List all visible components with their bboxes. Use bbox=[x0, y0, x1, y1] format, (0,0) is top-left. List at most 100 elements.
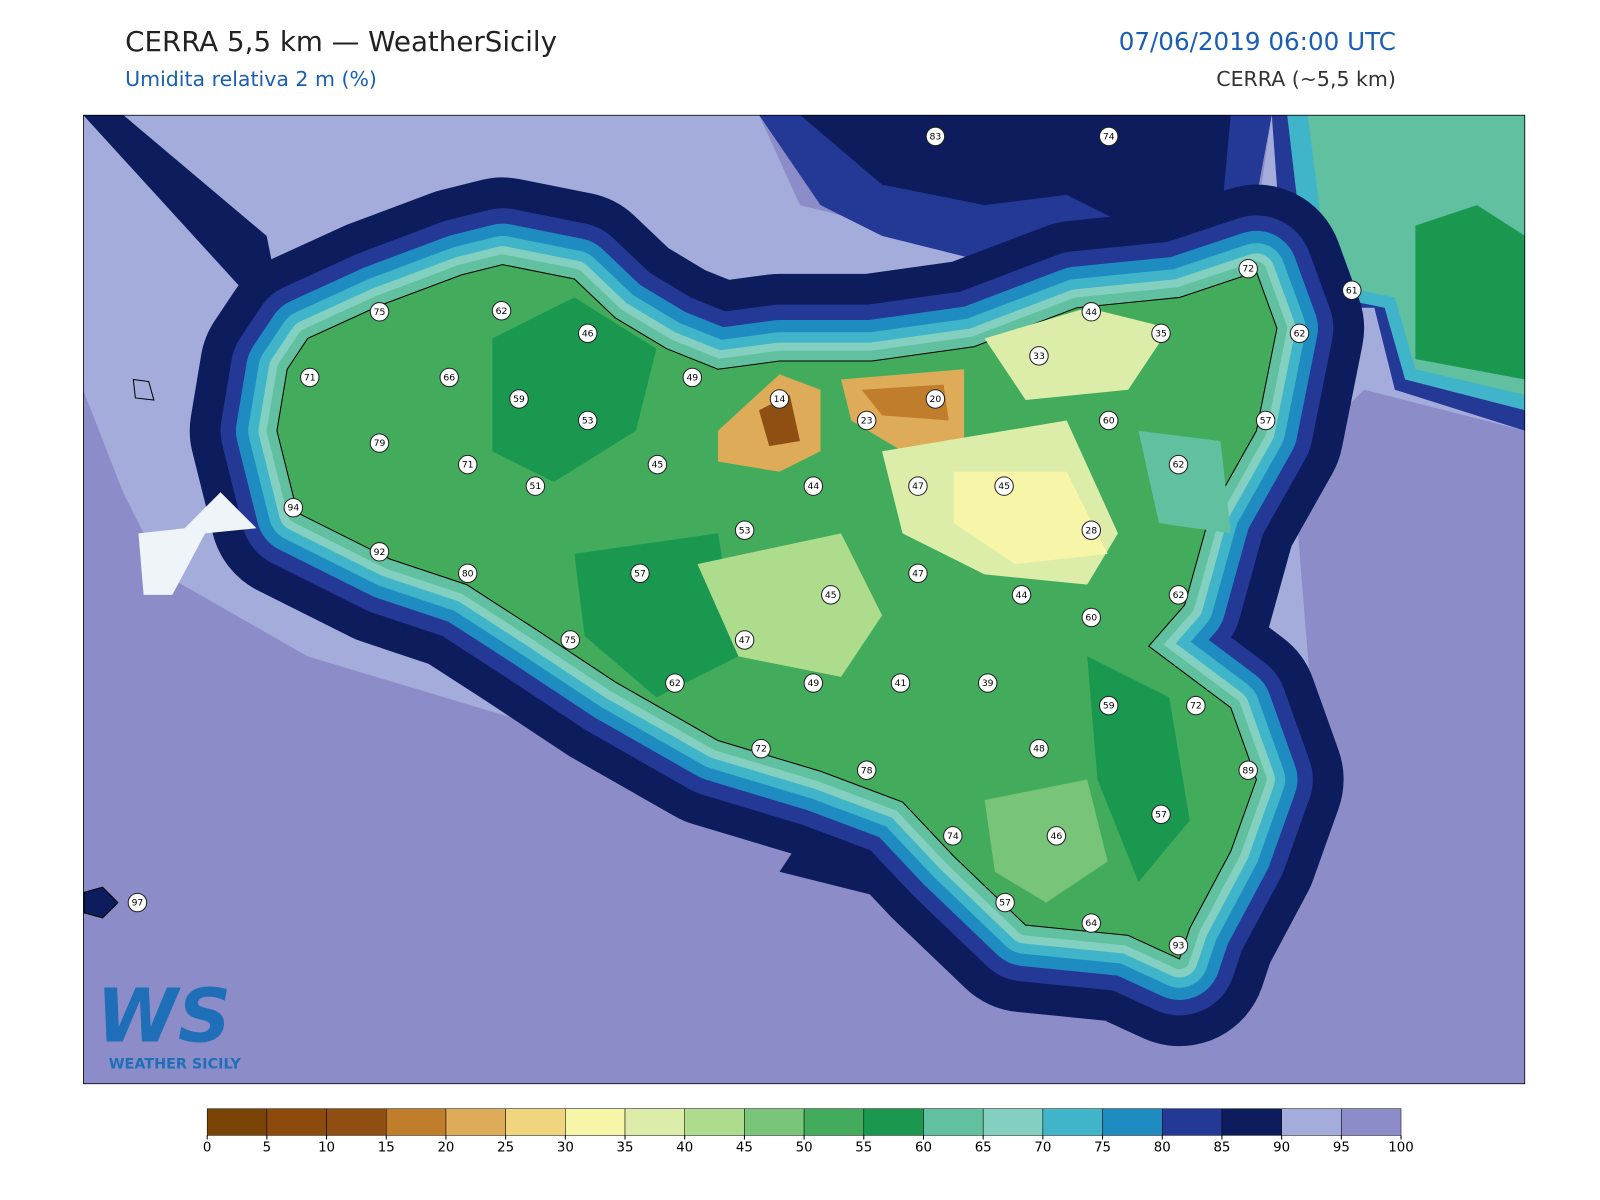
station-value: 72 bbox=[755, 744, 767, 755]
colorbar-tick-label: 50 bbox=[796, 1141, 813, 1156]
station-value: 39 bbox=[982, 678, 994, 689]
station-marker bbox=[1029, 346, 1049, 366]
station-value: 60 bbox=[1085, 612, 1097, 623]
station-marker bbox=[890, 673, 911, 693]
station-value: 74 bbox=[1103, 131, 1115, 142]
station-marker bbox=[995, 892, 1015, 913]
station-marker bbox=[1046, 826, 1067, 846]
station-marker bbox=[925, 389, 946, 409]
station-marker bbox=[1081, 607, 1102, 628]
station-value: 72 bbox=[1242, 264, 1254, 275]
colorbar-tick-label: 95 bbox=[1333, 1141, 1350, 1156]
station-value: 14 bbox=[774, 394, 786, 405]
station-marker bbox=[908, 563, 928, 584]
station-value: 71 bbox=[304, 372, 316, 383]
colorbar-tick-label: 65 bbox=[975, 1141, 992, 1156]
station-value: 59 bbox=[1103, 701, 1115, 712]
colorbar-swatch bbox=[684, 1108, 745, 1136]
station-marker bbox=[1098, 695, 1119, 716]
station-marker bbox=[1168, 454, 1189, 475]
colorbar-swatch bbox=[565, 1108, 626, 1136]
colorbar-swatch bbox=[1161, 1108, 1223, 1136]
station-value: 89 bbox=[1242, 765, 1254, 776]
station-value: 49 bbox=[807, 678, 819, 689]
colorbar-swatch bbox=[863, 1108, 924, 1136]
dry-area bbox=[758, 394, 800, 447]
station-marker bbox=[1289, 323, 1310, 344]
colorbar-tick-label: 80 bbox=[1154, 1141, 1171, 1156]
station-marker bbox=[283, 497, 304, 518]
island bbox=[132, 378, 155, 401]
station-value: 75 bbox=[564, 635, 576, 646]
station-value: 92 bbox=[374, 547, 386, 558]
station-marker bbox=[369, 542, 390, 562]
station-marker bbox=[369, 302, 390, 322]
station-value: 74 bbox=[947, 831, 959, 842]
station-marker bbox=[1151, 323, 1171, 344]
colorbar-tick-label: 70 bbox=[1034, 1141, 1051, 1156]
station-value: 79 bbox=[374, 438, 386, 449]
colorbar-swatch bbox=[505, 1108, 566, 1136]
station-marker bbox=[1168, 585, 1189, 605]
station-marker bbox=[994, 476, 1014, 496]
station-marker bbox=[509, 389, 529, 409]
station-value: 78 bbox=[861, 765, 873, 776]
station-value: 48 bbox=[1033, 744, 1045, 755]
station-marker bbox=[734, 520, 755, 540]
station-marker bbox=[803, 673, 824, 693]
station-marker bbox=[630, 563, 650, 584]
station-marker bbox=[734, 630, 755, 650]
station-value: 20 bbox=[930, 394, 942, 405]
colorbar-swatch bbox=[1102, 1108, 1163, 1136]
station-marker bbox=[1186, 695, 1206, 716]
station-value: 53 bbox=[739, 525, 751, 536]
station-marker bbox=[769, 389, 790, 409]
station-marker bbox=[525, 476, 546, 496]
station-marker bbox=[577, 323, 598, 344]
station-marker bbox=[457, 454, 478, 475]
station-value: 72 bbox=[1190, 701, 1202, 712]
station-value: 59 bbox=[513, 394, 525, 405]
station-marker bbox=[856, 760, 877, 780]
station-marker bbox=[577, 410, 598, 431]
dry-area bbox=[984, 307, 1170, 400]
station-value: 45 bbox=[825, 590, 837, 601]
title: CERRA 5,5 km — WeatherSicily bbox=[125, 25, 557, 58]
station-marker bbox=[977, 673, 998, 693]
colorbar-swatch bbox=[326, 1108, 387, 1136]
land-patch bbox=[138, 492, 257, 595]
model: CERRA (~5,5 km) bbox=[1216, 67, 1396, 91]
station-value: 60 bbox=[1103, 416, 1115, 427]
station-marker bbox=[647, 454, 668, 475]
colorbar-swatch bbox=[266, 1108, 327, 1136]
station-marker bbox=[943, 826, 963, 846]
land bbox=[492, 297, 657, 483]
colorbar-tick-label: 10 bbox=[318, 1141, 335, 1156]
station-marker bbox=[300, 367, 320, 388]
station-value: 23 bbox=[861, 416, 873, 427]
station-value: 62 bbox=[496, 306, 508, 317]
dry-area bbox=[984, 779, 1108, 903]
station-marker bbox=[1081, 520, 1102, 540]
land-calabria bbox=[1415, 205, 1526, 380]
colorbar-swatch bbox=[923, 1108, 984, 1136]
station-value: 47 bbox=[912, 481, 924, 492]
station-marker bbox=[1168, 935, 1189, 956]
colorbar-tick-label: 0 bbox=[203, 1141, 211, 1156]
logo-initials: WS bbox=[96, 974, 231, 1060]
colorbar-swatch bbox=[386, 1108, 447, 1136]
sea-band bbox=[83, 114, 288, 339]
station-marker bbox=[560, 630, 580, 650]
station-value: 80 bbox=[462, 568, 474, 579]
logo: WS Weather Sicily bbox=[96, 974, 241, 1073]
station-marker bbox=[439, 367, 459, 388]
colorbar-swatch bbox=[1341, 1108, 1402, 1136]
colorbar-tick-label: 90 bbox=[1273, 1141, 1290, 1156]
station-value: 64 bbox=[1085, 918, 1097, 929]
station-value: 45 bbox=[652, 460, 664, 471]
station-value: 51 bbox=[530, 481, 542, 492]
station-marker bbox=[751, 738, 771, 759]
station-marker bbox=[1151, 804, 1171, 825]
